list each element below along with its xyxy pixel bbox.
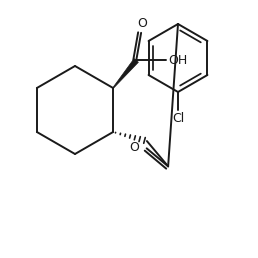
Text: O: O — [137, 17, 147, 30]
Text: OH: OH — [168, 54, 188, 67]
Text: Cl: Cl — [172, 112, 184, 125]
Text: O: O — [129, 141, 139, 154]
Polygon shape — [113, 59, 138, 88]
